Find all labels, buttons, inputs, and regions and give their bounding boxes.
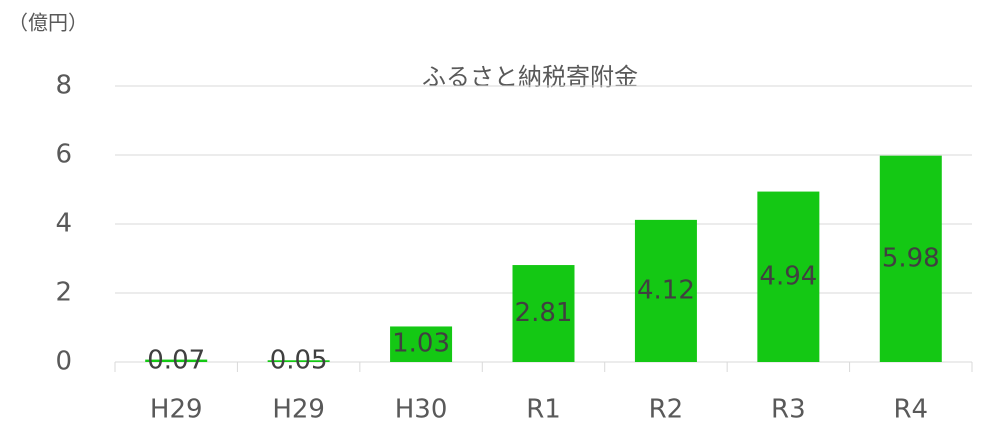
unit-label: （億円） xyxy=(8,11,88,35)
x-tick-label: H29 xyxy=(150,395,203,425)
bar xyxy=(757,191,820,362)
y-tick-label: 8 xyxy=(55,71,72,101)
x-tick-label: R1 xyxy=(526,395,561,425)
data-label: 4.12 xyxy=(637,275,695,305)
data-label: 4.94 xyxy=(759,261,817,291)
y-tick-label: 2 xyxy=(55,278,72,308)
bar xyxy=(145,359,208,362)
data-label: 0.07 xyxy=(147,345,205,375)
y-tick-label: 6 xyxy=(55,140,72,170)
chart-title: ふるさと納税寄附金 xyxy=(422,63,638,91)
x-tick-label: R4 xyxy=(893,395,928,425)
data-label: 2.81 xyxy=(515,298,573,328)
x-tick-label: H30 xyxy=(395,395,448,425)
bar xyxy=(267,360,330,362)
data-label: 5.98 xyxy=(882,243,940,273)
bar xyxy=(879,155,942,362)
bar xyxy=(390,326,453,362)
y-tick-label: 0 xyxy=(55,347,72,377)
x-tick-label: H29 xyxy=(272,395,325,425)
y-tick-label: 4 xyxy=(55,209,72,239)
bar xyxy=(512,265,575,362)
x-tick-label: R3 xyxy=(771,395,806,425)
data-label: 1.03 xyxy=(392,329,450,359)
bar xyxy=(634,219,697,362)
data-label: 0.05 xyxy=(270,346,328,376)
x-tick-label: R2 xyxy=(649,395,684,425)
